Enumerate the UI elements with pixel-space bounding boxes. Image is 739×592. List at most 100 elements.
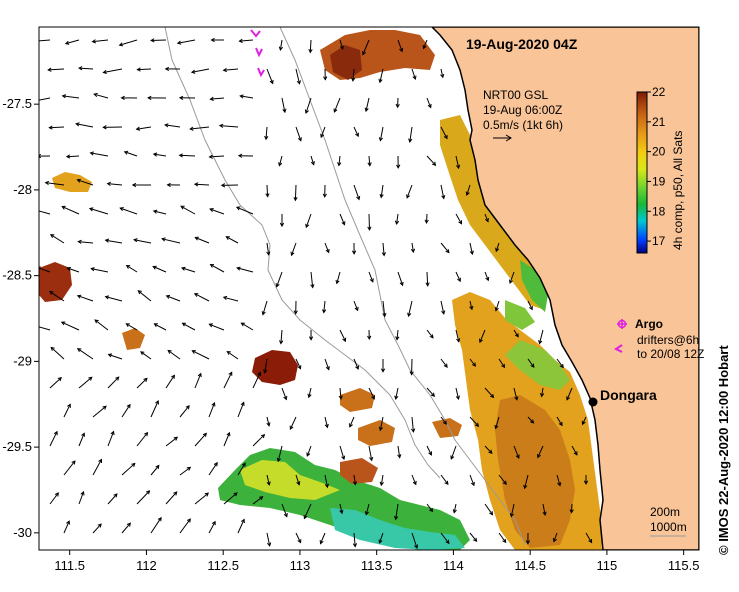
current-arrow: [513, 387, 519, 401]
sst-patch-ne-green: [520, 260, 548, 312]
contour-label-200m: 200m: [650, 505, 680, 519]
current-arrow: [397, 39, 404, 53]
current-arrow: [324, 358, 330, 371]
current-arrow: [39, 210, 51, 215]
current-arrow: [88, 207, 109, 215]
current-arrow: [538, 329, 544, 345]
current-arrow: [378, 416, 384, 432]
current-arrow: [440, 68, 445, 79]
current-arrow: [239, 94, 254, 99]
current-arrow: [39, 153, 51, 159]
plot-area: [39, 27, 699, 550]
current-arrow: [165, 491, 178, 505]
current-arrow: [308, 329, 314, 341]
y-axis: -27.5 -28 -28.5 -29 -29.5 -30: [2, 96, 39, 540]
current-arrow: [78, 432, 86, 447]
current-arrow: [161, 237, 181, 244]
current-arrow: [333, 97, 341, 113]
current-arrow: [136, 377, 148, 389]
y-tick-label: -27.5: [2, 96, 32, 111]
current-arrow: [322, 184, 327, 198]
current-arrow: [469, 300, 474, 311]
current-arrow: [469, 532, 478, 542]
current-arrow: [295, 358, 302, 370]
current-arrow: [469, 358, 477, 367]
current-arrow: [208, 323, 225, 331]
drifters-label: drifters@6h: [637, 333, 699, 347]
current-arrow: [319, 532, 326, 545]
current-arrow: [237, 153, 254, 158]
current-arrow: [394, 503, 399, 521]
current-arrow: [469, 242, 474, 256]
current-arrow: [494, 416, 500, 430]
current-arrow: [191, 350, 210, 360]
current-arrow: [335, 271, 341, 285]
current-arrow: [266, 242, 271, 256]
y-tick-label: -28.5: [2, 268, 32, 283]
current-arrow: [352, 474, 358, 486]
current-arrow: [104, 238, 123, 244]
current-arrow: [378, 532, 384, 544]
place-name: Dongara: [600, 387, 657, 403]
current-arrow: [455, 387, 460, 401]
current-arrow: [278, 155, 283, 167]
current-arrow: [479, 329, 486, 344]
current-arrow: [290, 242, 297, 257]
colorbar-ticks: 22 21 20 19 18 17: [647, 85, 666, 248]
current-arrow: [527, 416, 535, 424]
current-arrow: [222, 295, 239, 302]
current-arrow: [194, 432, 207, 447]
current-arrow: [265, 184, 270, 198]
current-arrow: [125, 323, 138, 331]
current-arrow: [102, 68, 123, 74]
current-arrow: [585, 532, 593, 544]
current-arrow: [120, 95, 138, 101]
current-arrow: [396, 155, 401, 169]
current-arrow: [349, 416, 355, 428]
current-arrow: [295, 126, 302, 142]
current-arrow: [39, 324, 51, 331]
current-arrow: [381, 242, 386, 257]
y-tick-label: -28: [13, 182, 32, 197]
current-arrow: [225, 236, 239, 244]
argo-label: Argo: [635, 317, 663, 331]
current-arrow: [380, 359, 386, 373]
current-arrow: [137, 290, 152, 302]
current-arrow: [362, 39, 370, 56]
sst-patch-left-2: [39, 262, 72, 302]
current-arrow: [440, 532, 450, 545]
current-arrow: [208, 401, 216, 418]
current-arrow: [131, 182, 151, 188]
colorbar-tick-label: 20: [652, 145, 666, 159]
current-arrow: [295, 532, 302, 544]
current-arrow: [77, 239, 94, 244]
current-arrow: [498, 474, 507, 486]
current-arrow: [581, 416, 587, 426]
current-arrow: [322, 300, 327, 314]
current-arrow: [66, 266, 80, 273]
current-arrow: [367, 213, 372, 231]
current-arrow: [181, 322, 196, 331]
current-arrow: [90, 267, 109, 273]
current-arrow: [513, 445, 520, 459]
current-arrow: [44, 180, 65, 186]
place-dongara: Dongara: [588, 387, 657, 407]
current-arrow: [509, 503, 515, 518]
current-arrow: [426, 329, 434, 339]
current-arrow: [147, 95, 167, 101]
x-tick-label: 112: [136, 558, 157, 573]
current-arrow: [179, 404, 190, 418]
current-arrow: [107, 493, 118, 505]
sst-patch-left-3: [122, 328, 145, 350]
current-arrow: [64, 39, 80, 45]
current-arrow: [121, 403, 131, 418]
contour-1000m: [164, 27, 441, 479]
current-arrow: [281, 503, 288, 518]
current-arrow: [152, 265, 167, 273]
current-arrow: [210, 37, 224, 43]
current-arrow: [49, 234, 65, 244]
current-arrow: [275, 271, 283, 288]
current-arrow: [367, 155, 372, 167]
land-mass: [430, 27, 699, 550]
current-arrow: [426, 155, 437, 166]
